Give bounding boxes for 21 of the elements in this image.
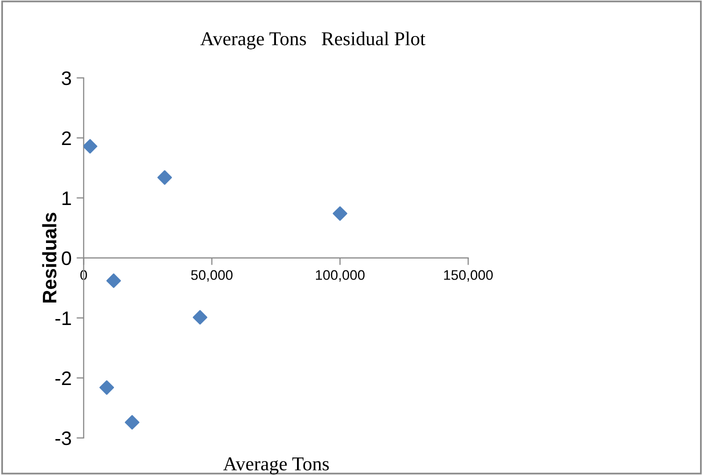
point bbox=[99, 380, 114, 395]
y-axis-title: Residuals bbox=[42, 212, 56, 303]
y-tick-label: -1 bbox=[55, 312, 71, 325]
point bbox=[84, 139, 98, 154]
y-tick-label: 0 bbox=[62, 251, 72, 266]
y-tick-label: -2 bbox=[55, 371, 71, 385]
point bbox=[192, 310, 208, 325]
y-tick-label: 1 bbox=[62, 192, 71, 205]
y-tick-label: 2 bbox=[62, 131, 71, 145]
x-tick-label: 100,000 bbox=[316, 270, 365, 282]
y-tick-label: -3 bbox=[55, 431, 71, 446]
x-tick-label: 150,000 bbox=[444, 270, 493, 282]
point bbox=[124, 415, 140, 430]
x-axis-title: Average Tons bbox=[223, 457, 329, 474]
point bbox=[157, 170, 172, 185]
y-tick-label: 3 bbox=[62, 71, 71, 86]
point bbox=[332, 206, 348, 221]
chart-title: Average Tons Residual Plot bbox=[200, 32, 426, 50]
x-tick-label: 0 bbox=[80, 270, 87, 280]
x-tick-label: 50,000 bbox=[191, 270, 233, 282]
point bbox=[106, 273, 121, 288]
